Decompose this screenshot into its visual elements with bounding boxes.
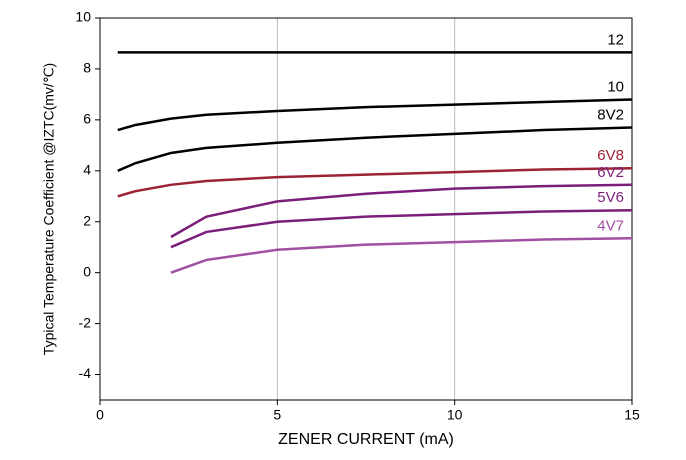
y-tick-label: 4 — [83, 162, 91, 178]
y-tick-label: 0 — [83, 263, 91, 279]
x-tick-label: 0 — [96, 407, 104, 423]
y-tick-label: 10 — [75, 9, 91, 25]
series-label: 5V6 — [597, 189, 624, 206]
series-label: 4V7 — [597, 217, 624, 234]
series-line — [117, 126, 633, 172]
y-axis-label: Typical Temperature Coefficient @IZTC(mv… — [41, 63, 57, 355]
plot-frame — [99, 17, 633, 401]
y-tick-label: -2 — [79, 314, 92, 330]
series-line — [117, 98, 633, 132]
series-label: 10 — [607, 78, 624, 95]
y-tick-label: 2 — [83, 212, 91, 228]
series-line — [170, 209, 633, 249]
x-axis-label: ZENER CURRENT (mA) — [278, 431, 454, 448]
x-tick-label: 15 — [624, 407, 640, 423]
y-tick-label: -4 — [79, 365, 92, 381]
x-tick-label: 10 — [447, 407, 463, 423]
series-label: 6V8 — [597, 147, 624, 164]
series-line — [170, 237, 633, 274]
series-label: 6V2 — [597, 164, 624, 181]
x-tick-label: 5 — [273, 407, 281, 423]
series-line — [117, 167, 633, 198]
y-tick-label: 6 — [83, 111, 91, 127]
series-line — [170, 183, 633, 239]
series-label: 12 — [607, 31, 624, 48]
y-tick-label: 8 — [83, 60, 91, 76]
series-label: 8V2 — [597, 106, 624, 123]
